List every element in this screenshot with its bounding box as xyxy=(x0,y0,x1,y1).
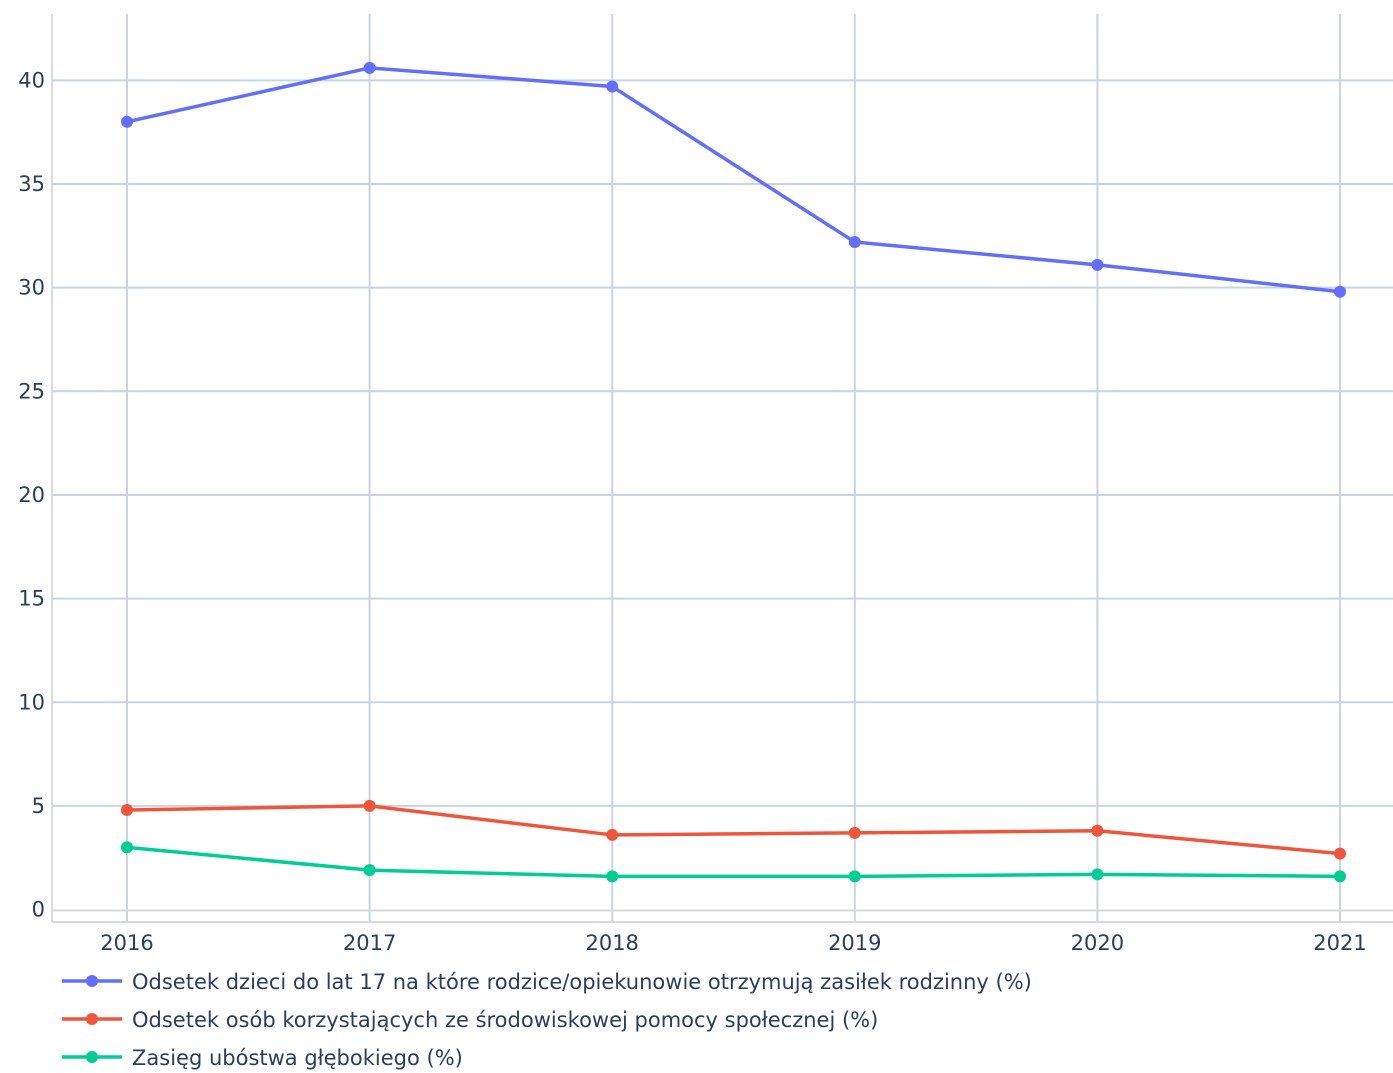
data-point[interactable] xyxy=(1334,285,1346,298)
x-tick-label: 2017 xyxy=(343,931,396,955)
data-point[interactable] xyxy=(848,826,861,839)
data-point[interactable] xyxy=(1091,824,1104,837)
data-point[interactable] xyxy=(363,864,376,877)
data-point[interactable] xyxy=(1091,258,1104,271)
legend-label: Zasięg ubóstwa głębokiego (%) xyxy=(132,1046,463,1070)
x-tick-label: 2018 xyxy=(585,931,638,955)
series-lines xyxy=(121,61,1346,883)
y-axis-tick-labels: 0 5 10 15 20 25 30 35 40 xyxy=(18,68,45,921)
legend-item[interactable]: Zasięg ubóstwa głębokiego (%) xyxy=(62,1046,463,1070)
x-tick-label: 2016 xyxy=(100,931,153,955)
legend-marker xyxy=(86,975,98,987)
x-axis-tick-labels: 2016 2017 2018 2019 2020 2021 xyxy=(100,931,1366,955)
x-tick-label: 2020 xyxy=(1071,931,1124,955)
legend-label: Odsetek osób korzystających ze środowisk… xyxy=(132,1008,878,1032)
y-tick-label: 20 xyxy=(18,483,45,507)
data-point[interactable] xyxy=(121,804,133,817)
data-point[interactable] xyxy=(1091,868,1104,881)
data-point[interactable] xyxy=(121,841,133,854)
legend-marker xyxy=(86,1051,98,1063)
grid-lines xyxy=(52,14,1393,922)
data-point[interactable] xyxy=(363,61,376,74)
y-tick-label: 35 xyxy=(18,172,45,196)
series-2[interactable] xyxy=(121,799,1346,860)
y-tick-label: 5 xyxy=(32,794,45,818)
series-line[interactable] xyxy=(126,804,1341,856)
series-1[interactable] xyxy=(121,61,1346,298)
data-point[interactable] xyxy=(1334,870,1346,883)
legend-marker xyxy=(86,1013,98,1025)
y-tick-label: 40 xyxy=(18,68,45,92)
data-point[interactable] xyxy=(1334,847,1346,860)
legend[interactable]: Odsetek dzieci do lat 17 na które rodzic… xyxy=(62,970,1032,1070)
legend-item[interactable]: Odsetek osób korzystających ze środowisk… xyxy=(62,1008,878,1032)
data-point[interactable] xyxy=(606,828,619,841)
series-line[interactable] xyxy=(126,66,1341,294)
x-tick-label: 2019 xyxy=(828,931,881,955)
y-tick-label: 15 xyxy=(18,587,45,611)
legend-label: Odsetek dzieci do lat 17 na które rodzic… xyxy=(132,970,1032,994)
data-point[interactable] xyxy=(121,115,133,128)
y-tick-label: 25 xyxy=(18,379,45,403)
series-line[interactable] xyxy=(126,845,1341,879)
y-tick-label: 10 xyxy=(18,690,45,714)
data-point[interactable] xyxy=(848,870,861,883)
legend-item[interactable]: Odsetek dzieci do lat 17 na które rodzic… xyxy=(62,970,1032,994)
x-tick-label: 2021 xyxy=(1313,931,1366,955)
y-tick-label: 0 xyxy=(32,898,45,922)
data-point[interactable] xyxy=(606,80,619,93)
data-point[interactable] xyxy=(848,236,861,249)
series-3[interactable] xyxy=(121,841,1346,883)
data-point[interactable] xyxy=(363,799,376,812)
axes xyxy=(51,14,1393,923)
data-point[interactable] xyxy=(606,870,619,883)
y-tick-label: 30 xyxy=(18,276,45,300)
